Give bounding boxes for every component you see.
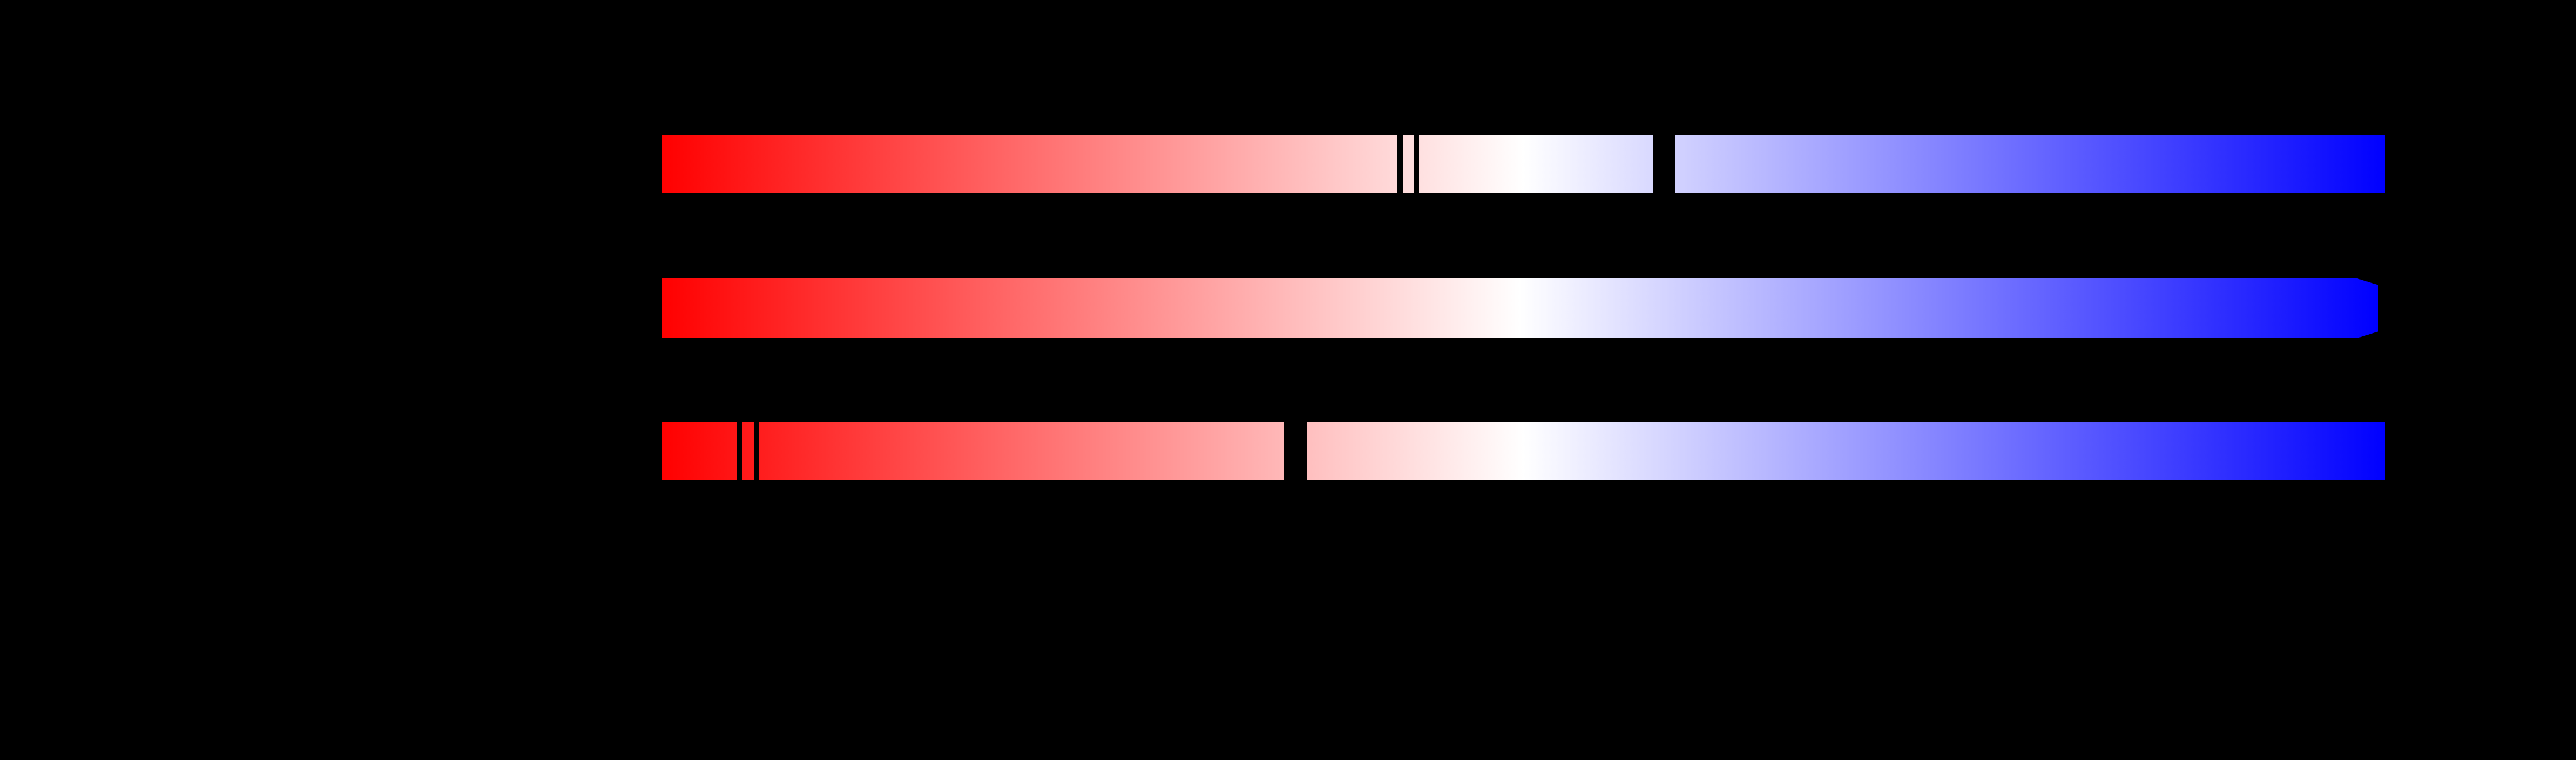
- gradient-bar-2: [662, 278, 2378, 338]
- gradient-bar-3-divider-2: [754, 422, 759, 480]
- gradient-bar-3: [662, 422, 2385, 480]
- gradient-bar-3-divider-3: [1284, 422, 1307, 480]
- gradient-bar-1-divider-3: [1653, 135, 1675, 193]
- gradient-bar-1: [662, 135, 2385, 193]
- gradient-bar-1-divider-1: [1397, 135, 1403, 193]
- gradient-bar-1-divider-2: [1414, 135, 1419, 193]
- gradient-bar-3-divider-1: [737, 422, 742, 480]
